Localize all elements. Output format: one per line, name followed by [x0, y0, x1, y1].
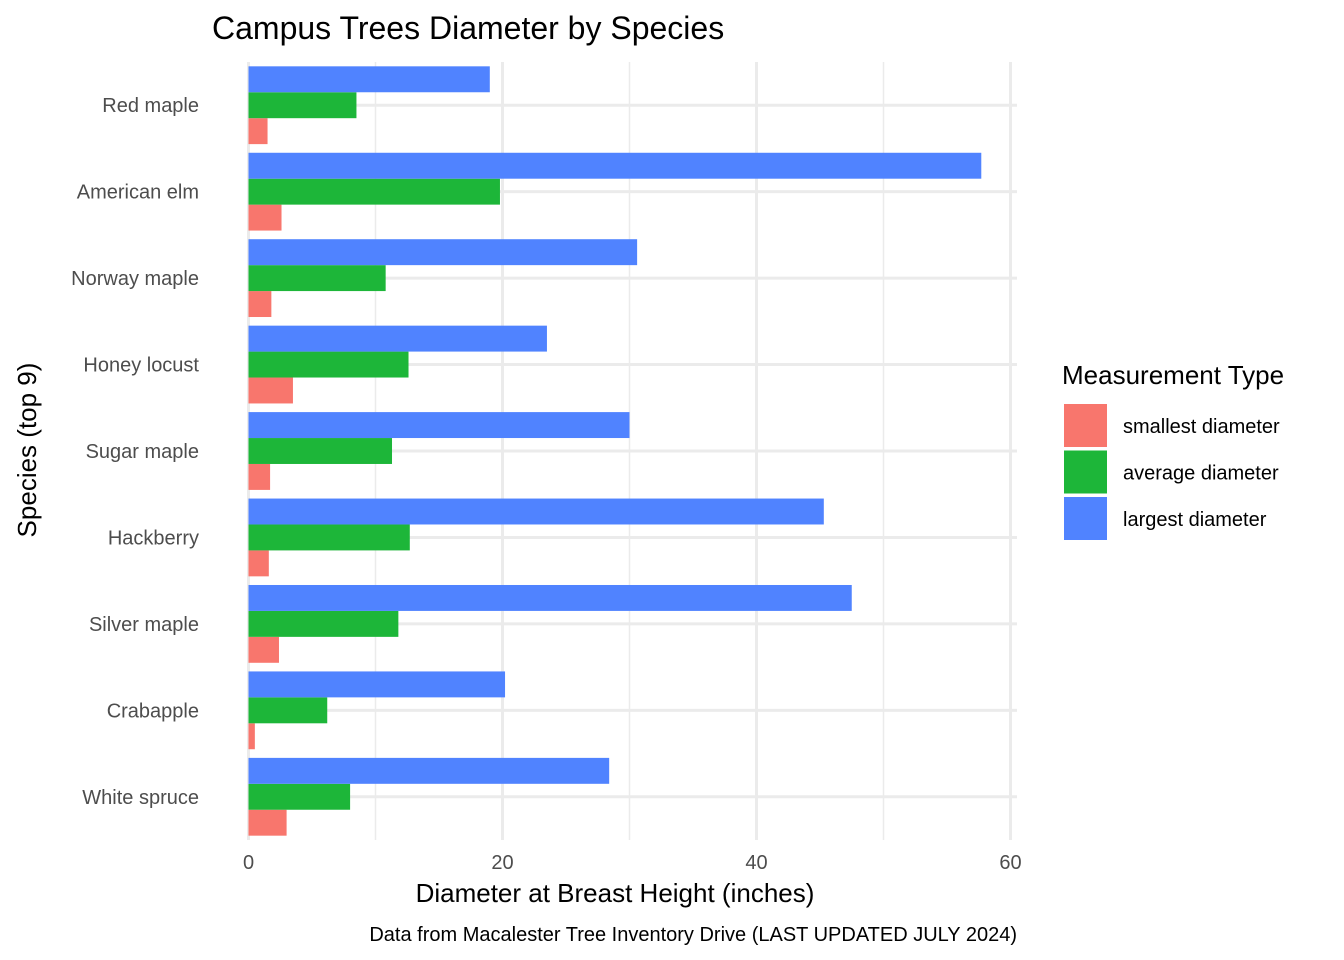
- y-tick-label: Honey locust: [83, 355, 199, 377]
- bar-average-diameter-silver-maple: [248, 610, 399, 637]
- x-tick-label: 40: [745, 852, 767, 874]
- bar-smallest-diameter-red-maple: [248, 118, 268, 145]
- bar-average-diameter-crabapple: [248, 697, 328, 724]
- y-tick-label: Red maple: [102, 95, 199, 117]
- bar-smallest-diameter-american-elm: [248, 204, 282, 231]
- x-axis-title: Diameter at Breast Height (inches): [416, 878, 815, 908]
- bar-largest-diameter-hackberry: [248, 498, 824, 525]
- bar-largest-diameter-crabapple: [248, 671, 506, 698]
- bar-average-diameter-sugar-maple: [248, 438, 393, 464]
- legend-swatch-smallest-diameter: [1064, 404, 1107, 447]
- legend-title: Measurement Type: [1062, 360, 1284, 390]
- bar-smallest-diameter-sugar-maple: [248, 463, 271, 490]
- legend-swatch-average-diameter: [1064, 450, 1107, 494]
- y-tick-label: White spruce: [82, 787, 199, 809]
- bar-largest-diameter-honey-locust: [248, 325, 547, 352]
- bar-average-diameter-red-maple: [248, 92, 357, 119]
- bar-average-diameter-norway-maple: [248, 265, 386, 292]
- y-tick-label: Crabapple: [107, 700, 199, 722]
- bar-smallest-diameter-silver-maple: [248, 636, 279, 663]
- legend-label: smallest diameter: [1123, 416, 1280, 438]
- legend: Measurement Type smallest diameter averag…: [1062, 360, 1284, 540]
- y-tick-label: Norway maple: [71, 268, 199, 290]
- bar-smallest-diameter-crabapple: [248, 723, 255, 750]
- bar-largest-diameter-american-elm: [248, 152, 982, 179]
- y-axis-title: Species (top 9): [12, 363, 42, 538]
- bar-smallest-diameter-white-spruce: [248, 809, 287, 836]
- chart-title: Campus Trees Diameter by Species: [212, 10, 724, 46]
- bar-smallest-diameter-norway-maple: [248, 291, 272, 318]
- bar-average-diameter-honey-locust: [248, 351, 409, 378]
- y-tick-label: Hackberry: [108, 527, 199, 549]
- y-tick-label: Sugar maple: [86, 441, 199, 463]
- legend-label: largest diameter: [1123, 509, 1267, 531]
- bar-largest-diameter-red-maple: [248, 66, 490, 93]
- bar-largest-diameter-sugar-maple: [248, 412, 630, 439]
- y-tick-label: American elm: [77, 182, 199, 204]
- legend-swatch-largest-diameter: [1064, 497, 1107, 540]
- legend-label: average diameter: [1123, 463, 1279, 485]
- x-tick-labels: 0 20 40 60: [243, 852, 1022, 874]
- bar-average-diameter-hackberry: [248, 524, 410, 551]
- bars: [248, 66, 982, 836]
- x-tick-label: 60: [999, 852, 1021, 874]
- bar-average-diameter-american-elm: [248, 178, 500, 205]
- bar-largest-diameter-norway-maple: [248, 239, 638, 266]
- bar-largest-diameter-silver-maple: [248, 584, 852, 611]
- x-tick-label: 20: [491, 852, 513, 874]
- x-tick-label: 0: [243, 852, 254, 874]
- bar-smallest-diameter-hackberry: [248, 550, 269, 577]
- bar-largest-diameter-white-spruce: [248, 757, 610, 784]
- bar-smallest-diameter-honey-locust: [248, 377, 293, 404]
- y-tick-label: Silver maple: [89, 614, 199, 636]
- bar-average-diameter-white-spruce: [248, 783, 351, 810]
- chart-caption: Data from Macalester Tree Inventory Driv…: [369, 924, 1017, 946]
- y-tick-labels: Red maple American elm Norway maple Honey l…: [71, 95, 199, 809]
